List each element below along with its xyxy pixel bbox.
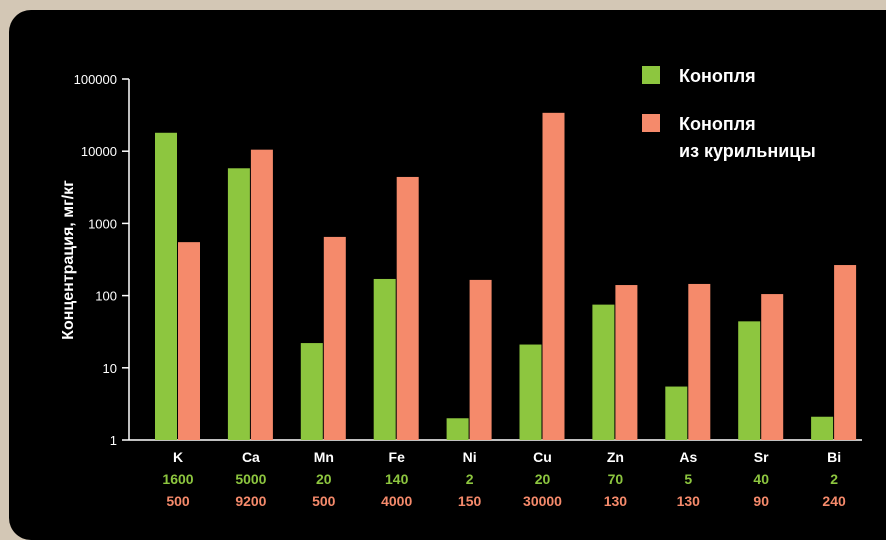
value-label-green: 5000 (235, 471, 266, 487)
value-label-green: 20 (316, 471, 332, 487)
y-tick-label: 1 (110, 433, 117, 448)
bar-k-green (155, 132, 177, 440)
category-label: As (679, 449, 697, 465)
category-label: Ni (463, 449, 477, 465)
bar-cu-green (519, 344, 542, 440)
value-label-orange: 90 (753, 493, 769, 509)
value-label-orange: 500 (166, 493, 190, 509)
bar-sr-orange (761, 294, 784, 440)
category-label: Sr (754, 449, 769, 465)
category-label: Mn (314, 449, 334, 465)
legend-label-orange-line1: Конопля (679, 114, 756, 134)
bar-cu-orange (542, 112, 565, 441)
y-tick-label: 10000 (81, 144, 117, 159)
bar-zn-green (592, 304, 615, 440)
value-label-green: 2 (466, 471, 474, 487)
bar-as-orange (688, 283, 711, 440)
y-tick-label: 1000 (88, 216, 117, 231)
bar-sr-green (738, 321, 761, 440)
bar-zn-orange (615, 285, 638, 440)
bar-fe-green (373, 278, 396, 440)
chart: 100000 10000 1000 100 10 1 K 1600 500 Ca 5000 9200… (60, 66, 862, 509)
bar-bi-orange (834, 265, 857, 440)
bar-as-green (665, 386, 688, 440)
value-label-orange: 500 (312, 493, 336, 509)
bar-ni-green (446, 418, 469, 440)
category-label: Bi (827, 449, 841, 465)
y-tick-label: 100 (95, 289, 117, 304)
bar-mn-orange (323, 236, 346, 440)
value-label-orange: 130 (677, 493, 701, 509)
category-label: Cu (533, 449, 552, 465)
category-label: Fe (389, 449, 406, 465)
y-tick-label: 10 (103, 361, 117, 376)
legend-swatch-orange (642, 114, 660, 132)
value-label-orange: 30000 (523, 493, 562, 509)
bar-ni-orange (469, 279, 492, 440)
bar-ca-orange (250, 149, 273, 440)
labels-layer: K 1600 500 Ca 5000 9200 Mn 20 500 Fe 140 4000 Ni 2 150… (162, 449, 846, 509)
y-axis-label: Концентрация, мг/кг (60, 180, 77, 340)
bars-layer (155, 112, 857, 441)
category-label: K (173, 449, 183, 465)
value-label-green: 5 (684, 471, 692, 487)
legend-swatch-green (642, 66, 660, 84)
bar-k-orange (178, 242, 200, 440)
legend-label-orange-line2: из курильницы (679, 141, 816, 161)
value-label-green: 1600 (162, 471, 193, 487)
value-label-green: 70 (608, 471, 624, 487)
bar-fe-orange (396, 176, 419, 440)
bar-ca-green (227, 168, 250, 440)
category-label: Zn (607, 449, 624, 465)
value-label-orange: 150 (458, 493, 482, 509)
value-label-green: 2 (830, 471, 838, 487)
value-label-orange: 240 (822, 493, 846, 509)
bar-mn-green (300, 343, 323, 440)
bar-bi-green (811, 416, 834, 440)
legend: Конопля Конопля из курильницы (642, 66, 816, 161)
value-label-orange: 130 (604, 493, 628, 509)
value-label-orange: 4000 (381, 493, 412, 509)
y-tick-label: 100000 (74, 72, 117, 87)
value-label-green: 20 (535, 471, 551, 487)
value-label-green: 40 (753, 471, 769, 487)
value-label-green: 140 (385, 471, 409, 487)
legend-label-green: Конопля (679, 66, 756, 86)
category-label: Ca (242, 449, 260, 465)
value-label-orange: 9200 (235, 493, 266, 509)
